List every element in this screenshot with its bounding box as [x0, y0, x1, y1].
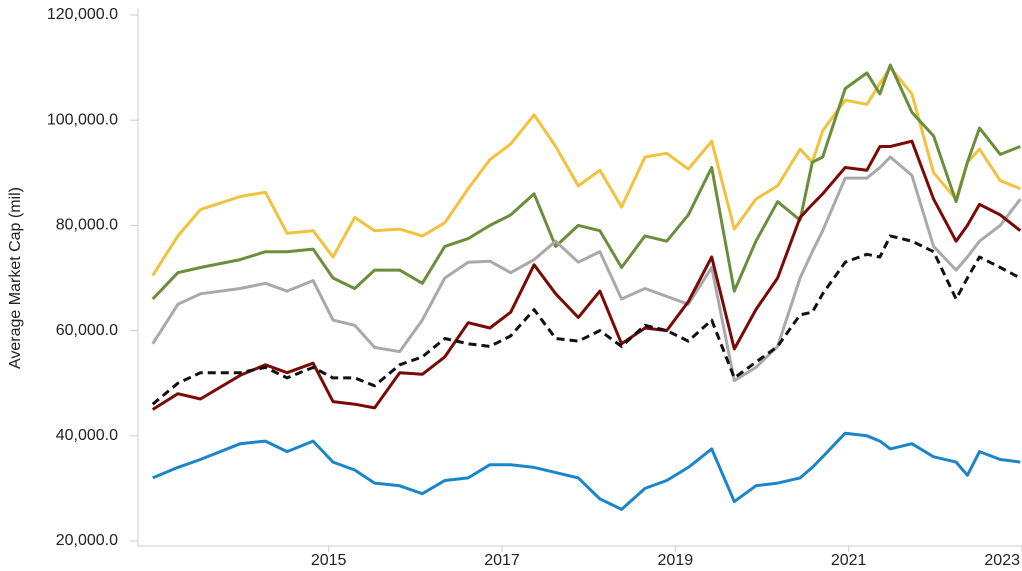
y-tick-label: 120,000.0 [47, 6, 118, 23]
y-tick-label: 20,000.0 [56, 532, 118, 549]
series-line [151, 139, 1022, 411]
series-line [152, 431, 1021, 511]
y-axis-label: Average Market Cap (mil) [7, 187, 24, 369]
y-tick-label: 80,000.0 [56, 217, 118, 234]
x-tick-label: 2023 [984, 552, 1020, 569]
y-tick-label: 60,000.0 [56, 322, 118, 339]
x-tick-label: 2017 [484, 552, 520, 569]
x-tick-label: 2021 [831, 552, 867, 569]
x-tick-label: 2015 [311, 552, 347, 569]
x-tick-label: 2019 [658, 552, 694, 569]
series-line [151, 234, 1021, 406]
series-line [151, 66, 1021, 277]
y-tick-label: 100,000.0 [47, 111, 118, 128]
series-line [151, 155, 1022, 383]
y-tick-label: 40,000.0 [56, 427, 118, 444]
series-line [151, 63, 1021, 301]
